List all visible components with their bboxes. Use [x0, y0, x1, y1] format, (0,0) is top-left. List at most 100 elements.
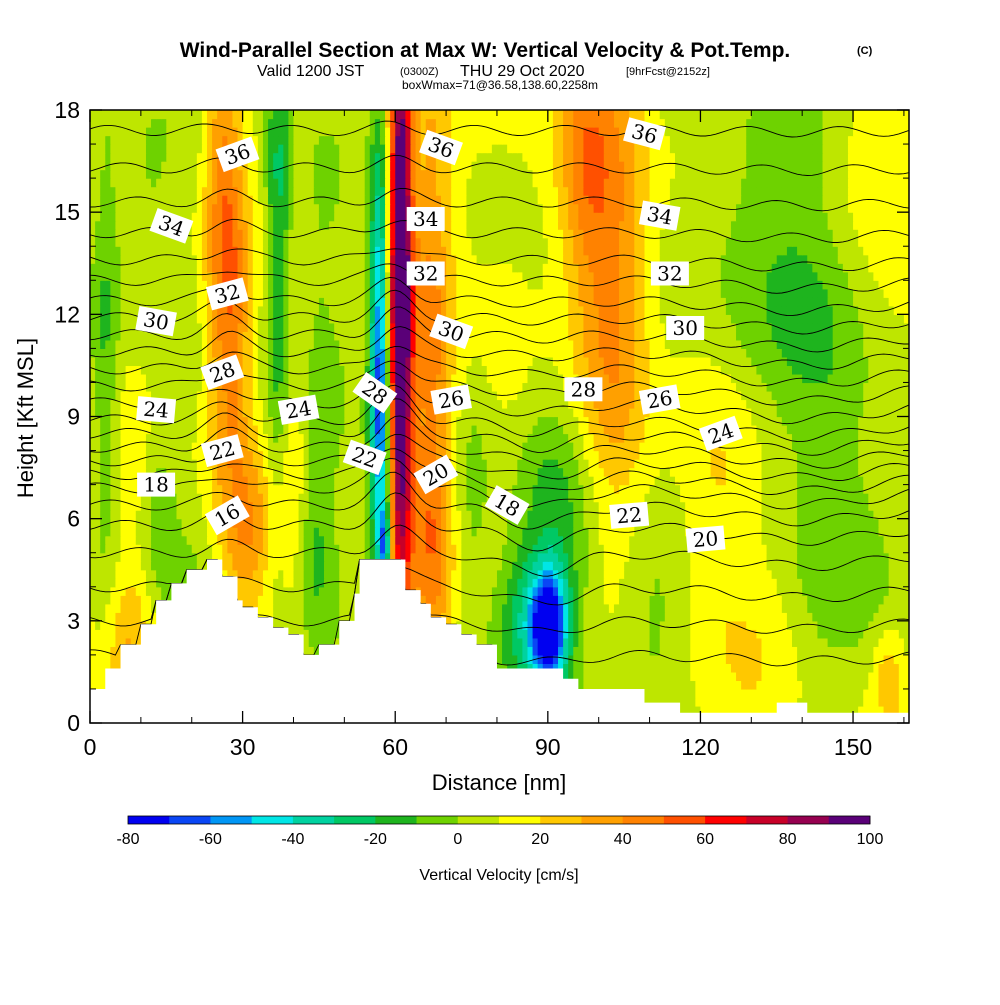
velocity-cell — [227, 535, 234, 545]
velocity-cell — [410, 561, 417, 571]
valid-time-label: Valid 1200 JST — [257, 63, 365, 80]
velocity-cell — [883, 544, 890, 554]
velocity-cell — [741, 646, 747, 656]
velocity-cell — [283, 603, 289, 613]
velocity-cell — [883, 595, 890, 605]
velocity-cell — [471, 493, 478, 503]
velocity-cell — [639, 527, 646, 537]
velocity-cell — [771, 518, 778, 528]
velocity-cell — [486, 476, 493, 486]
velocity-cell — [608, 680, 615, 690]
velocity-cell — [837, 680, 844, 690]
velocity-cell — [552, 476, 559, 486]
velocity-cell — [568, 569, 574, 579]
velocity-cell — [883, 603, 890, 613]
velocity-cell — [868, 510, 874, 520]
velocity-cell — [603, 612, 610, 622]
velocity-cell — [456, 552, 462, 562]
velocity-cell — [847, 646, 854, 656]
velocity-cell — [461, 578, 468, 588]
velocity-cell — [329, 476, 335, 486]
velocity-cell — [90, 527, 96, 537]
velocity-cell — [771, 561, 778, 571]
velocity-cell — [685, 688, 691, 699]
velocity-cell — [883, 527, 890, 537]
velocity-cell — [680, 527, 686, 537]
velocity-cell — [313, 467, 320, 477]
velocity-cell — [303, 620, 310, 630]
velocity-cell — [257, 476, 264, 486]
velocity-cell — [654, 637, 661, 647]
velocity-cell — [873, 646, 880, 656]
velocity-cell — [476, 637, 483, 647]
velocity-cell — [817, 654, 824, 664]
velocity-cell — [461, 586, 468, 596]
velocity-cell — [303, 578, 310, 588]
velocity-cell — [802, 484, 808, 494]
velocity-cell — [710, 493, 717, 503]
velocity-cell — [451, 586, 457, 596]
velocity-cell — [578, 603, 585, 613]
velocity-cell — [135, 501, 142, 511]
velocity-cell — [654, 586, 661, 596]
velocity-cell — [130, 501, 137, 511]
velocity-cell — [613, 586, 620, 596]
velocity-cell — [578, 654, 585, 664]
velocity-cell — [298, 484, 305, 494]
velocity-cell — [496, 544, 503, 554]
velocity-cell — [619, 569, 625, 579]
velocity-cell — [812, 569, 819, 579]
velocity-cell — [858, 467, 864, 477]
velocity-cell — [903, 544, 909, 554]
velocity-cell — [634, 544, 640, 554]
velocity-cell — [603, 578, 610, 588]
velocity-cell — [318, 637, 325, 647]
velocity-cell — [583, 527, 590, 537]
velocity-cell — [303, 612, 310, 622]
velocity-cell — [339, 459, 345, 469]
velocity-cell — [135, 518, 142, 528]
velocity-cell — [736, 595, 742, 605]
velocity-cell — [781, 569, 788, 579]
velocity-cell — [161, 552, 167, 562]
velocity-cell — [166, 595, 172, 605]
velocity-cell — [720, 680, 727, 690]
velocity-cell — [247, 484, 254, 494]
velocity-cell — [746, 518, 752, 528]
velocity-cell — [766, 578, 773, 588]
velocity-cell — [435, 527, 442, 537]
velocity-cell — [842, 595, 849, 605]
velocity-cell — [262, 510, 269, 520]
velocity-cell — [140, 510, 147, 520]
velocity-cell — [608, 544, 615, 554]
velocity-cell — [639, 595, 646, 605]
velocity-cell — [705, 629, 712, 639]
velocity-cell — [802, 646, 808, 656]
velocity-cell — [863, 629, 869, 639]
velocity-cell — [558, 663, 564, 673]
velocity-cell — [695, 629, 702, 639]
velocity-cell — [527, 586, 534, 596]
velocity-cell — [822, 612, 829, 622]
velocity-cell — [583, 586, 590, 596]
velocity-cell — [435, 535, 442, 545]
velocity-cell — [675, 510, 681, 520]
velocity-cell — [613, 484, 620, 494]
velocity-cell — [847, 476, 854, 486]
velocity-cell — [466, 493, 473, 503]
velocity-cell — [151, 561, 157, 571]
velocity-cell — [558, 620, 564, 630]
velocity-cell — [588, 671, 595, 682]
velocity-cell — [675, 578, 681, 588]
velocity-cell — [893, 535, 900, 545]
velocity-cell — [395, 552, 401, 562]
velocity-cell — [827, 501, 834, 511]
velocity-cell — [110, 637, 117, 647]
velocity-cell — [741, 510, 747, 520]
velocity-cell — [100, 518, 106, 528]
velocity-cell — [771, 484, 778, 494]
velocity-cell — [741, 518, 747, 528]
velocity-cell — [207, 501, 213, 511]
velocity-cell — [837, 467, 844, 477]
velocity-cell — [761, 501, 768, 511]
